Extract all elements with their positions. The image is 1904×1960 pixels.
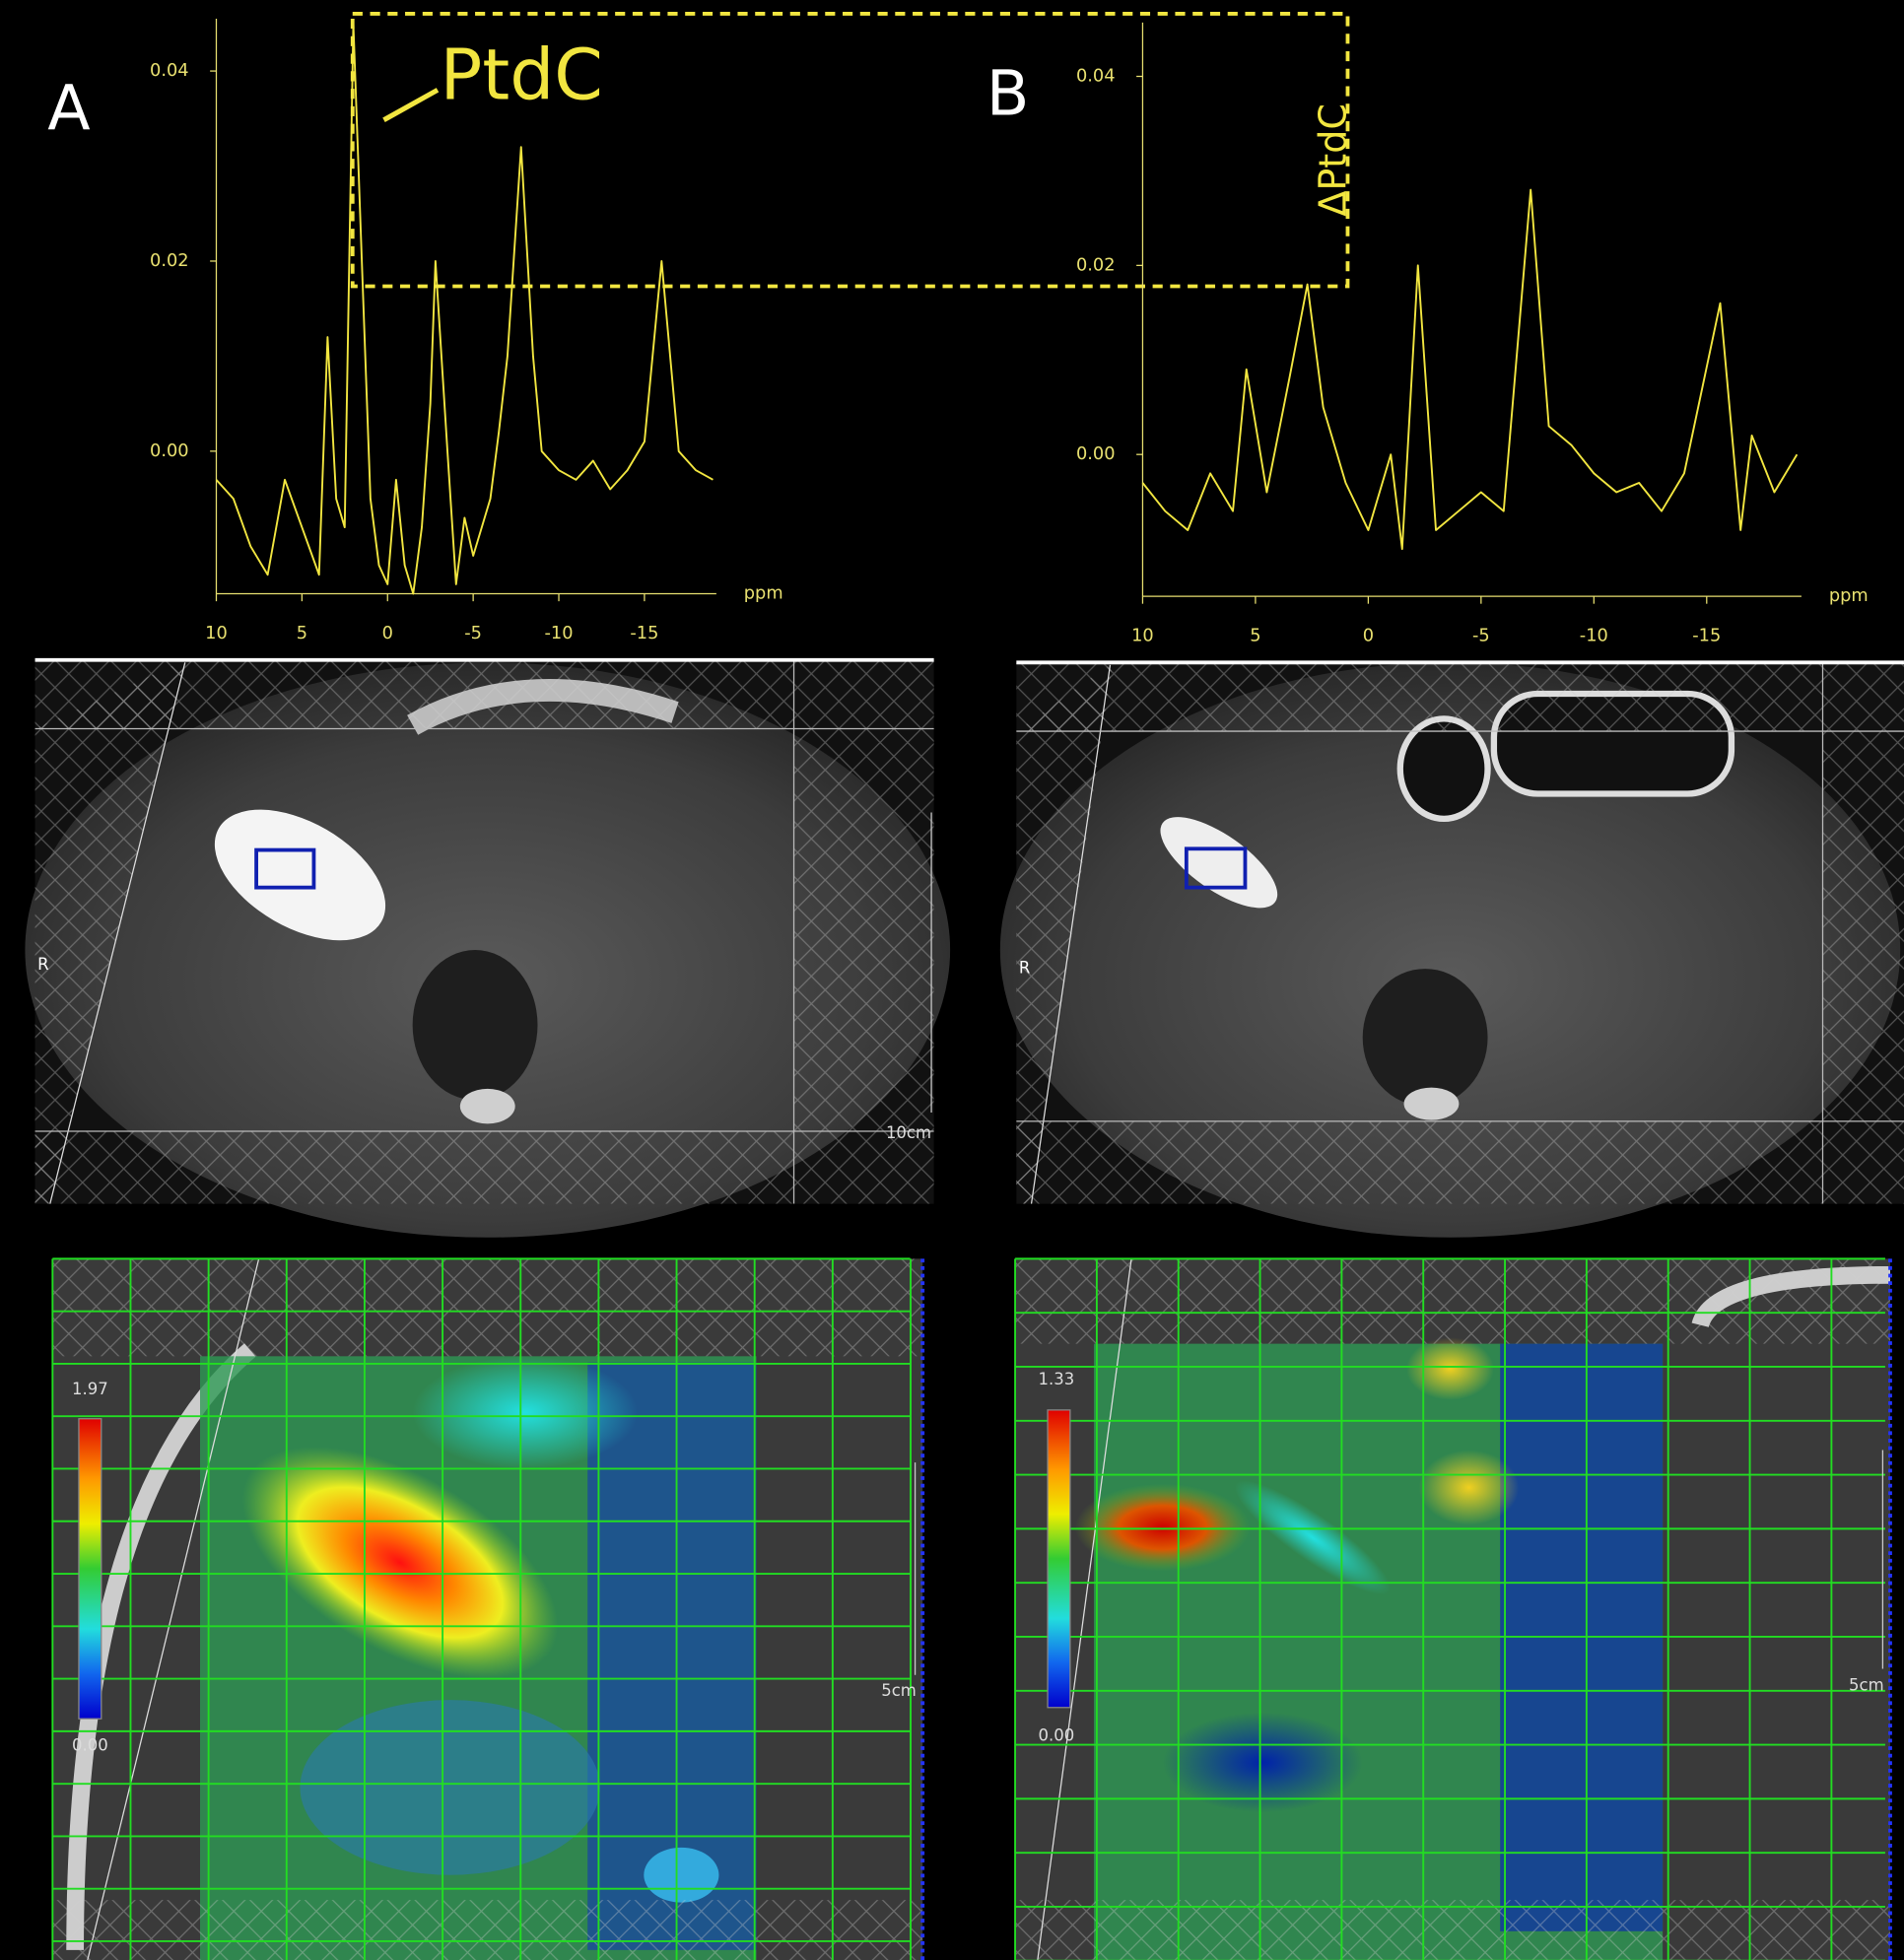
y-tick-label: 0.02 (150, 251, 189, 271)
spectrum-line (215, 22, 714, 595)
mri-image-a (25, 657, 951, 1238)
x-tick-label: 5 (1250, 627, 1260, 646)
panel-label: B (986, 57, 1030, 130)
metabolite-map-b (1014, 1257, 1892, 1960)
panel-label: A (47, 72, 90, 145)
spectrum-line (1141, 188, 1799, 551)
x-tick-label: 5 (297, 624, 307, 643)
colorbar-max: 1.97 (72, 1380, 108, 1398)
scale-label: 5cm (1849, 1676, 1884, 1695)
x-tick-label: 0 (1363, 627, 1374, 646)
scale-label: 5cm (881, 1681, 917, 1700)
delta-label: ΔPtdC (1311, 103, 1354, 217)
orientation-marker: R (1019, 959, 1030, 978)
colorbar-max: 1.33 (1039, 1370, 1075, 1388)
peak-pointer (382, 88, 440, 122)
y-tick-label: 0.00 (150, 441, 189, 461)
y-tick-label: 0.02 (1076, 255, 1116, 275)
mri-image-b (999, 660, 1904, 1238)
highlight-box (350, 12, 1350, 289)
orientation-marker: R (37, 955, 48, 974)
x-tick-label: 0 (382, 624, 393, 643)
x-axis-label: ppm (1829, 586, 1869, 606)
x-tick-label: -5 (1472, 627, 1490, 646)
scale-label: 10cm (886, 1123, 931, 1142)
x-axis-label: ppm (744, 584, 783, 604)
x-tick-label: -10 (1580, 627, 1608, 646)
y-tick-label: 0.00 (1076, 444, 1116, 464)
colorbar-min: 0.00 (1039, 1725, 1075, 1744)
y-tick-label: 0.04 (1076, 67, 1116, 87)
x-tick-label: 10 (205, 624, 228, 643)
x-tick-label: -10 (545, 624, 574, 643)
peak-label: PtdC (441, 34, 603, 116)
x-tick-label: -15 (630, 624, 658, 643)
x-tick-label: -5 (464, 624, 482, 643)
metabolite-map-a (51, 1257, 925, 1960)
y-tick-label: 0.04 (150, 61, 189, 81)
x-tick-label: -15 (1692, 627, 1721, 646)
x-tick-label: 10 (1131, 627, 1154, 646)
colorbar-min: 0.00 (72, 1736, 108, 1755)
